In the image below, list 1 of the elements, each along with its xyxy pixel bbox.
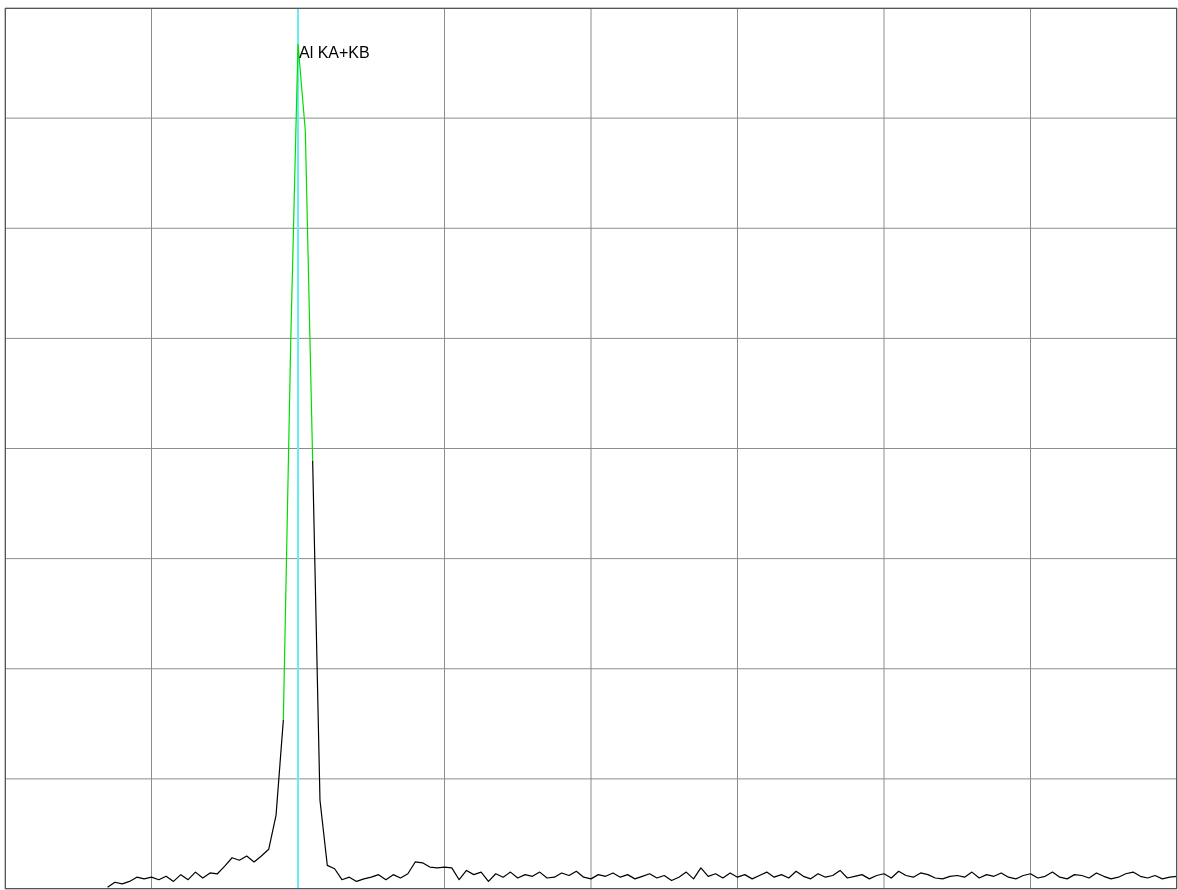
annotation: Al KA+KB <box>299 43 370 61</box>
